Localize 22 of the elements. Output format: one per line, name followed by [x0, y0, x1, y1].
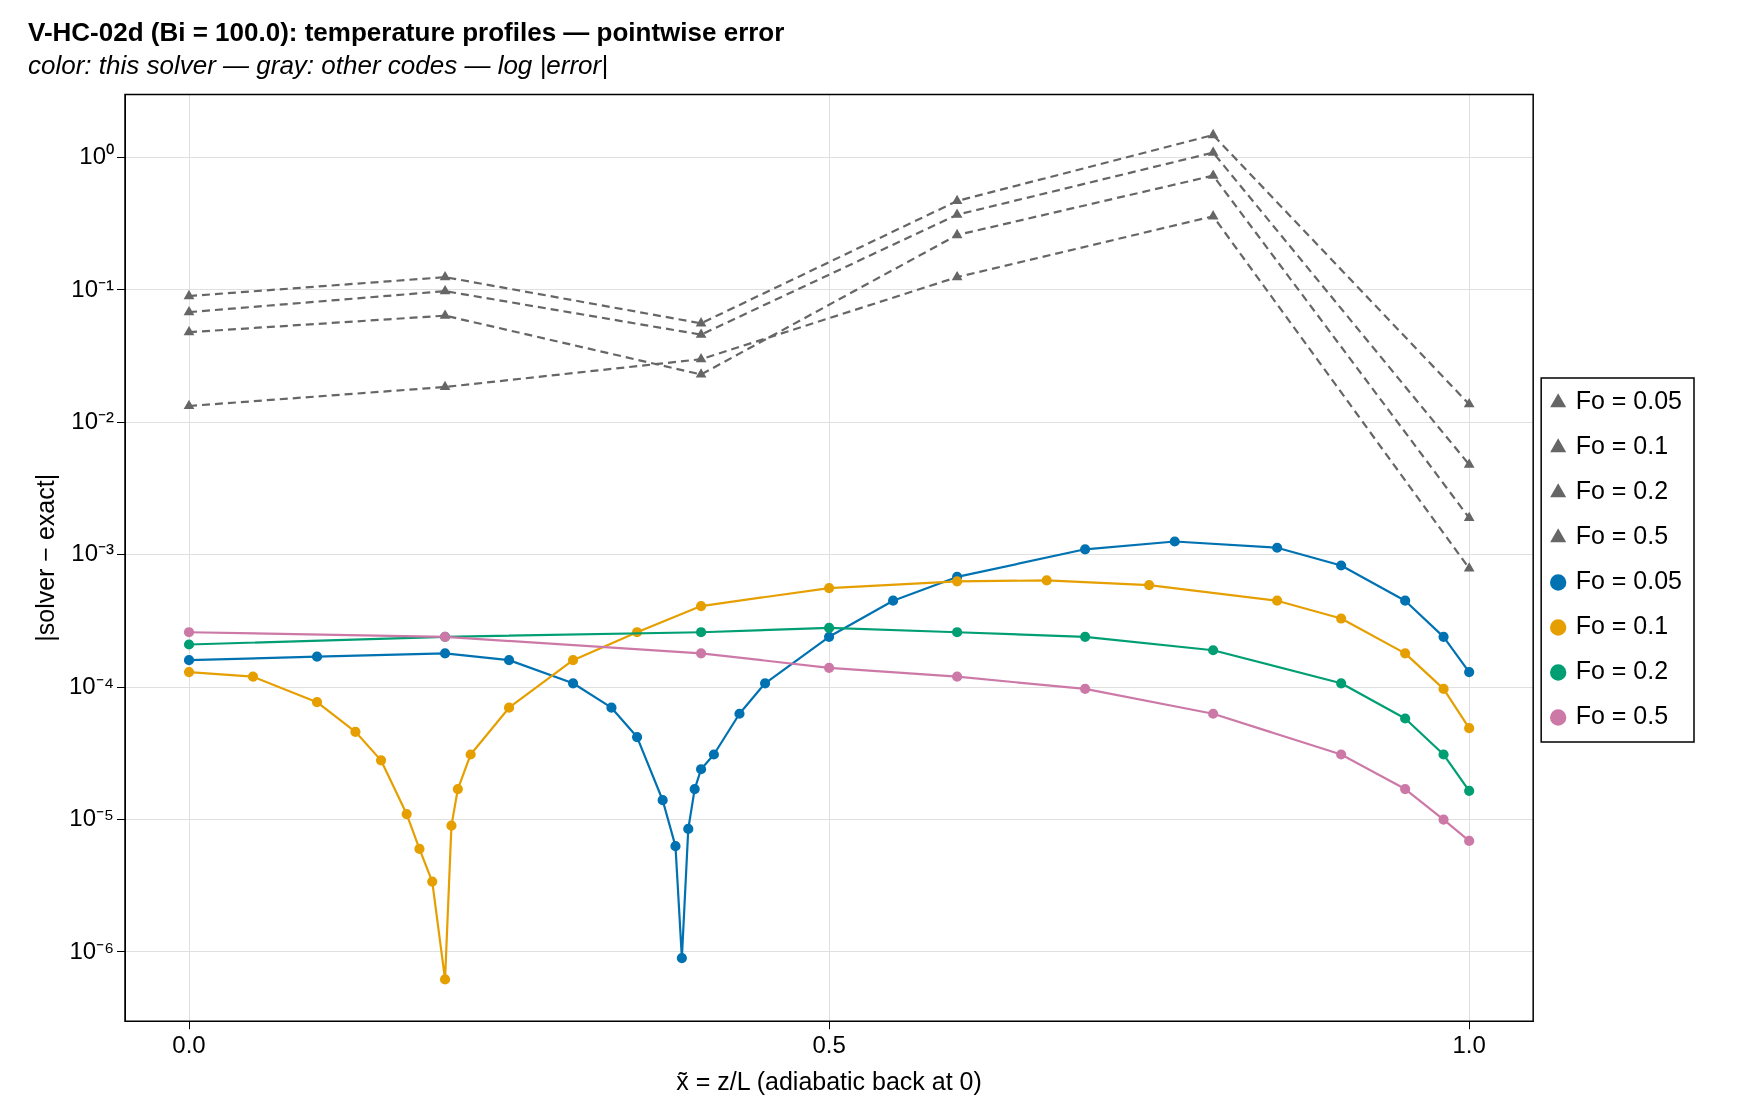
legend-label: Fo = 0.1: [1575, 611, 1669, 640]
legend-label: Fo = 0.2: [1575, 656, 1669, 685]
legend-label: Fo = 0.5: [1575, 701, 1669, 730]
x-axis-title: x̃ = z/L (adiabatic back at 0): [676, 1066, 982, 1095]
y-tick-label: 10⁻⁶: [69, 936, 115, 964]
legend-label: Fo = 0.05: [1575, 386, 1682, 415]
x-tick-label: 0.0: [172, 1031, 206, 1059]
y-tick-label: 10⁰: [79, 142, 115, 170]
y-tick-label: 10⁻⁵: [69, 804, 115, 832]
legend-label: Fo = 0.5: [1575, 521, 1669, 550]
legend-label: Fo = 0.1: [1575, 431, 1669, 460]
legend-label: Fo = 0.05: [1575, 566, 1682, 595]
y-tick-label: 10⁻²: [71, 407, 115, 434]
y-tick-label: 10⁻¹: [71, 274, 115, 302]
x-tick-label: 1.0: [1452, 1031, 1486, 1059]
chart-subtitle: color: this solver — gray: other codes — log |error|: [28, 50, 608, 81]
y-tick-label: 10⁻³: [71, 539, 115, 567]
y-axis-title: |solver − exact|: [30, 473, 59, 642]
chart-title: V-HC-02d (Bi = 100.0): temperature profiles — pointwise error: [28, 16, 785, 47]
x-tick-label: 0.5: [812, 1031, 846, 1059]
legend-label: Fo = 0.2: [1575, 476, 1669, 505]
y-tick-label: 10⁻⁴: [68, 671, 115, 699]
